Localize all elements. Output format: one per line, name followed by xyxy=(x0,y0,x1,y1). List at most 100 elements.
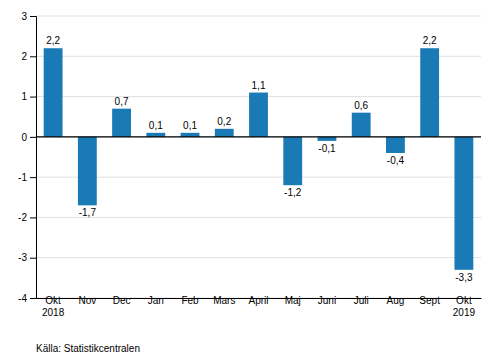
x-tick-label-line: Feb xyxy=(181,295,199,306)
x-tick: Dec xyxy=(113,295,131,306)
x-tick-label: Dec xyxy=(113,295,131,306)
grid-line xyxy=(36,217,481,218)
grid-line xyxy=(36,56,481,57)
x-tick: Nov xyxy=(78,295,96,306)
x-tick-label-line: Juni xyxy=(318,295,336,306)
bar xyxy=(420,48,439,137)
x-tick: Aug xyxy=(387,295,405,306)
x-tick: Jan xyxy=(148,295,164,306)
y-tick-mark xyxy=(30,16,36,17)
y-tick-mark xyxy=(30,258,36,259)
x-axis: Okt2018NovDecJanFebMarsAprilMajJuniJuliA… xyxy=(37,295,482,318)
y-tick-label: 0 xyxy=(21,132,27,143)
x-tick-label-line: 2018 xyxy=(42,307,65,318)
x-tick-label: Sept xyxy=(419,295,440,306)
y-tick-mark xyxy=(30,137,36,138)
y-tick-label: -3 xyxy=(18,252,27,263)
bar xyxy=(78,137,97,205)
x-tick-label: April xyxy=(248,295,268,306)
bars xyxy=(36,48,481,270)
x-tick: Mars xyxy=(213,295,235,306)
x-tick-label-line: April xyxy=(248,295,268,306)
x-tick-label: Juni xyxy=(318,295,336,306)
bar xyxy=(146,133,165,137)
grid xyxy=(36,16,481,298)
y-tick-label: -4 xyxy=(18,293,27,304)
x-tick: Sept xyxy=(419,295,440,306)
x-tick-label: Jan xyxy=(148,295,164,306)
bar xyxy=(44,48,63,137)
data-label: 2,2 xyxy=(423,35,437,46)
x-tick-label: Okt2019 xyxy=(453,295,476,318)
x-tick-label-line: Okt xyxy=(45,295,61,306)
x-tick-label: Juli xyxy=(354,295,369,306)
y-tick: -2 xyxy=(18,212,36,223)
data-label: -1,7 xyxy=(79,207,97,218)
y-tick-label: 1 xyxy=(21,91,27,102)
y-tick-mark xyxy=(30,56,36,57)
x-tick-label: Maj xyxy=(285,295,301,306)
x-tick-label: Nov xyxy=(78,295,96,306)
x-tick-label-line: 2019 xyxy=(453,307,476,318)
x-tick-label: Okt2018 xyxy=(42,295,65,318)
x-tick-label: Aug xyxy=(387,295,405,306)
data-label: 0,7 xyxy=(115,96,129,107)
y-tick: 3 xyxy=(21,11,36,22)
x-tick-label-line: Mars xyxy=(213,295,235,306)
grid-line xyxy=(36,16,481,17)
y-tick-mark xyxy=(30,298,36,299)
bar xyxy=(283,137,302,185)
data-label: -0,4 xyxy=(387,155,405,166)
bar xyxy=(112,109,131,137)
data-label: 1,1 xyxy=(252,80,266,91)
plot: 2,2-1,70,70,10,10,21,1-1,2-0,10,6-0,42,2… xyxy=(18,11,481,318)
x-tick: Maj xyxy=(285,295,301,306)
x-tick-label: Mars xyxy=(213,295,235,306)
y-tick: 0 xyxy=(21,132,36,143)
grid-line xyxy=(36,136,481,137)
x-tick-label-line: Maj xyxy=(285,295,301,306)
data-label: 0,2 xyxy=(217,116,231,127)
y-axis: -4 -3 -2 -1 0 1 2 3 xyxy=(18,11,36,304)
y-tick-label: 2 xyxy=(21,51,27,62)
y-tick-label: -1 xyxy=(18,172,27,183)
data-label: -0,1 xyxy=(318,143,336,154)
x-tick: April xyxy=(248,295,268,306)
bar xyxy=(215,129,234,137)
bar xyxy=(318,137,337,141)
x-tick: Okt2018 xyxy=(42,295,65,318)
x-tick: Feb xyxy=(181,295,199,306)
y-tick-label: -2 xyxy=(18,212,27,223)
zero-line xyxy=(36,136,481,137)
y-tick: 2 xyxy=(21,51,36,62)
data-label: -1,2 xyxy=(284,187,302,198)
x-tick-label: Feb xyxy=(181,295,199,306)
x-tick-label-line: Jan xyxy=(148,295,164,306)
y-tick-mark xyxy=(30,97,36,98)
x-tick-label-line: Okt xyxy=(456,295,472,306)
chart: 2,2-1,70,70,10,10,21,1-1,2-0,10,6-0,42,2… xyxy=(0,0,493,360)
bar xyxy=(352,113,371,137)
bar xyxy=(181,133,200,137)
y-tick-mark xyxy=(30,217,36,218)
data-labels: 2,2-1,70,70,10,10,21,1-1,2-0,10,6-0,42,2… xyxy=(46,35,473,283)
data-label: -3,3 xyxy=(455,272,473,283)
y-tick: 1 xyxy=(21,91,36,102)
x-tick-label-line: Sept xyxy=(419,295,440,306)
data-label: 2,2 xyxy=(46,35,60,46)
x-tick-label-line: Juli xyxy=(354,295,369,306)
y-tick: -1 xyxy=(18,172,36,183)
source-note: Källa: Statistikcentralen xyxy=(36,343,140,354)
x-tick-label-line: Dec xyxy=(113,295,131,306)
grid-line xyxy=(36,177,481,178)
x-tick-label-line: Aug xyxy=(387,295,405,306)
x-tick: Okt2019 xyxy=(453,295,476,318)
y-axis-line xyxy=(30,17,37,299)
x-tick: Juli xyxy=(354,295,369,306)
x-tick: Juni xyxy=(318,295,336,306)
y-tick-mark xyxy=(30,177,36,178)
y-tick: -3 xyxy=(18,252,36,263)
bar xyxy=(454,137,473,270)
data-label: 0,6 xyxy=(354,100,368,111)
data-label: 0,1 xyxy=(183,120,197,131)
